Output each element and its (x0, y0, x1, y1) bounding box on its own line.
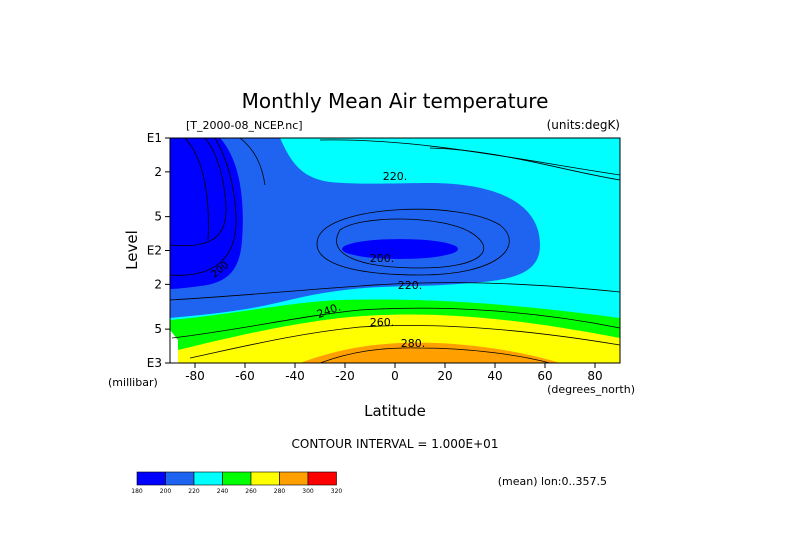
colorbar-level-label: 200 (160, 488, 172, 495)
colorbar-swatch (250, 471, 280, 486)
x-tick-label: -20 (335, 369, 355, 383)
contour-label-260: 260. (370, 316, 395, 329)
band-280-300 (300, 342, 560, 363)
colorbar-level-label: 260 (245, 488, 257, 495)
x-tick-label: -60 (235, 369, 255, 383)
chart-title: Monthly Mean Air temperature (242, 89, 549, 113)
colorbar-level-label: 180 (131, 488, 143, 495)
colorbar-swatch (165, 471, 195, 486)
y-tick-label: E1 (147, 131, 162, 145)
colorbar-level-label: 220 (188, 488, 200, 495)
x-tick-label: -40 (285, 369, 305, 383)
core-tropical (342, 239, 458, 259)
core-south (170, 138, 243, 289)
colorbar-level-label: 240 (217, 488, 229, 495)
x-axis-label: Latitude (364, 402, 426, 420)
colorbar-swatch (307, 471, 337, 486)
contour-field: 220. 200. 220. 240. 260. 280. 200 (170, 138, 620, 363)
contour-labels: 220. 200. 220. 240. 260. 280. 200 (210, 170, 426, 350)
mean-label: (mean) lon:0..357.5 (498, 475, 607, 488)
y-axis-label: Level (123, 230, 141, 270)
colorbar-level-label: 300 (302, 488, 314, 495)
contour-lines (170, 138, 620, 363)
y-tick-label: 5 (154, 322, 162, 336)
y-tick-label: E3 (147, 356, 162, 370)
colorbar-swatch (193, 471, 223, 486)
colorbar: 180 200 220 240 260 280 300 320 (131, 471, 343, 495)
contour-label-280: 280. (401, 337, 426, 350)
colorbar-swatch (222, 471, 252, 486)
y-units-label: (millibar) (108, 376, 158, 389)
missing-region (170, 330, 178, 363)
contour-interval-label: CONTOUR INTERVAL = 1.000E+01 (292, 437, 499, 451)
contour-label-200-core: 200. (370, 252, 395, 265)
colorbar-swatch (279, 471, 309, 486)
band-260-280 (178, 314, 620, 363)
colorbar-level-label: 280 (274, 488, 286, 495)
x-tick-label: 20 (437, 369, 452, 383)
contour-label-220-upper: 220. (383, 170, 408, 183)
x-tick-label: 60 (537, 369, 552, 383)
x-tick-label: 80 (587, 369, 602, 383)
y-tick-label: E2 (147, 244, 162, 258)
y-tick-label: 5 (154, 210, 162, 224)
y-tick-label: 2 (154, 277, 162, 291)
x-tick-label: 40 (487, 369, 502, 383)
colorbar-swatch (136, 471, 166, 486)
y-axis: E1 2 5 E2 2 5 E3 (147, 131, 170, 370)
colorbar-level-label: 320 (331, 488, 343, 495)
file-label: [T_2000-08_NCEP.nc] (186, 119, 303, 132)
x-axis: -80 -60 -40 -20 0 20 40 60 80 (185, 363, 603, 383)
x-tick-label: 0 (391, 369, 399, 383)
x-units-label: (degrees_north) (547, 383, 635, 396)
units-label: (units:degK) (547, 118, 620, 132)
y-tick-label: 2 (154, 165, 162, 179)
contour-label-220-lower: 220. (398, 279, 423, 292)
band-200-220 (170, 138, 540, 318)
x-tick-label: -80 (185, 369, 205, 383)
